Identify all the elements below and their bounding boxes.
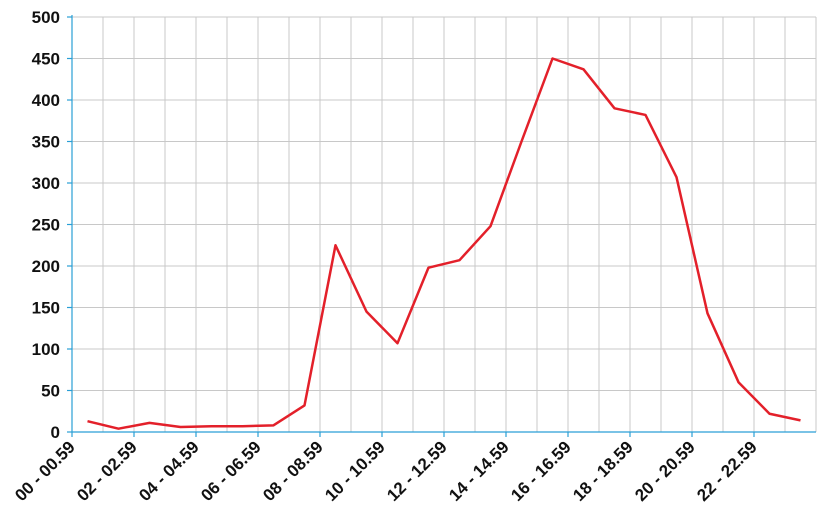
y-tick-label: 350 [32, 133, 60, 152]
x-tick-label: 20 - 20.59 [631, 437, 699, 505]
y-tick-label: 100 [32, 340, 60, 359]
x-tick-label: 18 - 18.59 [569, 437, 637, 505]
x-tick-label: 14 - 14.59 [445, 437, 513, 505]
y-tick-label: 450 [32, 50, 60, 69]
y-tick-label: 400 [32, 91, 60, 110]
x-tick-label: 02 - 02.59 [73, 437, 141, 505]
line-series [87, 57, 801, 430]
y-tick-label: 300 [32, 174, 60, 193]
y-tick-label: 500 [32, 8, 60, 27]
y-tick-label: 50 [41, 382, 60, 401]
y-tick-label: 150 [32, 299, 60, 318]
x-tick-label: 10 - 10.59 [321, 437, 389, 505]
x-tick-label: 08 - 08.59 [259, 437, 327, 505]
y-tick-label: 0 [51, 423, 60, 442]
y-tick-label: 250 [32, 216, 60, 235]
x-tick-label: 16 - 16.59 [507, 437, 575, 505]
y-tick-label: 200 [32, 257, 60, 276]
x-tick-label: 00 - 00.59 [11, 437, 79, 505]
x-tick-label: 04 - 04.59 [135, 437, 203, 505]
x-tick-label: 06 - 06.59 [197, 437, 265, 505]
x-tick-label: 12 - 12.59 [383, 437, 451, 505]
x-tick-label: 22 - 22.59 [693, 437, 761, 505]
